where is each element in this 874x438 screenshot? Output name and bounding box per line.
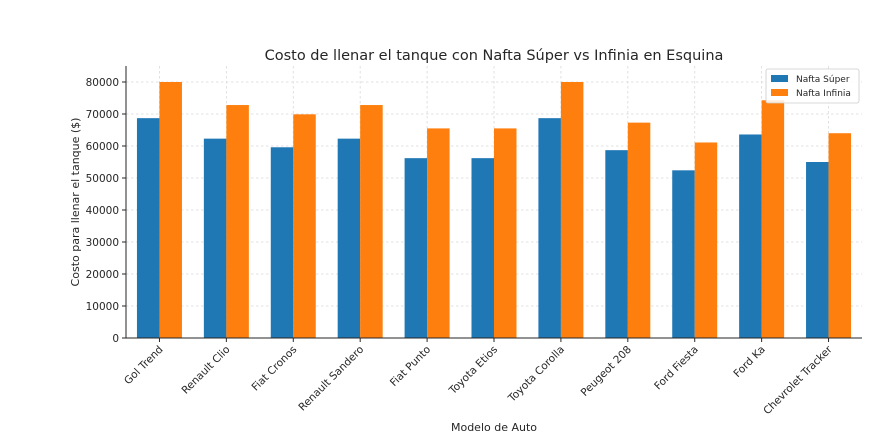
bar-super (672, 170, 695, 338)
legend: Nafta Súper Nafta Infinia (765, 68, 860, 104)
y-axis-label: Costo para llenar el tanque ($) (69, 118, 82, 287)
x-tick-label: Fiat Punto (388, 344, 433, 389)
y-tick-label: 50000 (86, 173, 119, 185)
legend-label: Nafta Infinia (796, 89, 851, 99)
bar-super (538, 118, 561, 338)
bar-super (471, 158, 494, 338)
x-tick-label: Toyota Corolla (505, 344, 567, 406)
legend-label: Nafta Súper (796, 75, 850, 85)
bar-infinia (627, 122, 651, 338)
x-tick-label: Toyota Etios (446, 344, 500, 398)
x-axis-label: Modelo de Auto (451, 421, 537, 434)
bar-infinia (494, 128, 517, 338)
x-tick-label: Ford Fiesta (652, 344, 701, 393)
bar-infinia (159, 82, 182, 338)
y-tick-label: 70000 (86, 109, 119, 121)
y-tick-label: 80000 (86, 77, 119, 89)
legend-box (765, 68, 860, 104)
bar-super (136, 118, 160, 338)
bar-super (739, 134, 762, 338)
bar-infinia (560, 82, 584, 338)
bar-infinia (360, 105, 383, 338)
bar-infinia (427, 128, 450, 338)
bar-super (605, 150, 628, 338)
bar-super (270, 147, 294, 338)
y-tick-label: 10000 (86, 301, 119, 313)
y-tick-label: 30000 (86, 237, 119, 249)
bar-infinia (828, 133, 852, 338)
bars (136, 82, 852, 339)
x-tick-label: Chevrolet Tracker (761, 343, 835, 417)
bar-super (404, 158, 428, 338)
x-tick-label: Renault Sandero (296, 344, 366, 414)
y-tick-label: 40000 (86, 205, 119, 217)
x-tick-label: Gol Trend (122, 344, 166, 388)
bar-infinia (293, 114, 316, 338)
chart-title: Costo de llenar el tanque con Nafta Súpe… (265, 48, 724, 64)
legend-swatch (771, 75, 788, 82)
x-tick-label: Fiat Cronos (250, 344, 300, 394)
bar-super (203, 138, 227, 338)
x-tick-label: Peugeot 208 (579, 344, 634, 399)
y-tick-label: 20000 (86, 269, 119, 281)
legend-swatch (771, 89, 788, 96)
bar-super (806, 162, 829, 338)
bar-infinia (226, 105, 249, 338)
bar-infinia (761, 100, 785, 339)
x-tick-label: Renault Clio (179, 344, 232, 397)
x-tick-label: Ford Ka (731, 344, 767, 380)
y-axis-ticks: 0 10000 20000 30000 40000 50000 60000 70000 8000… (86, 77, 126, 345)
bar-super (337, 138, 361, 338)
y-tick-label: 0 (112, 333, 119, 345)
y-tick-label: 60000 (86, 141, 119, 153)
x-axis-ticks: Gol Trend Renault Clio Fiat CronosRenault … (122, 338, 835, 417)
bar-infinia (694, 142, 718, 338)
